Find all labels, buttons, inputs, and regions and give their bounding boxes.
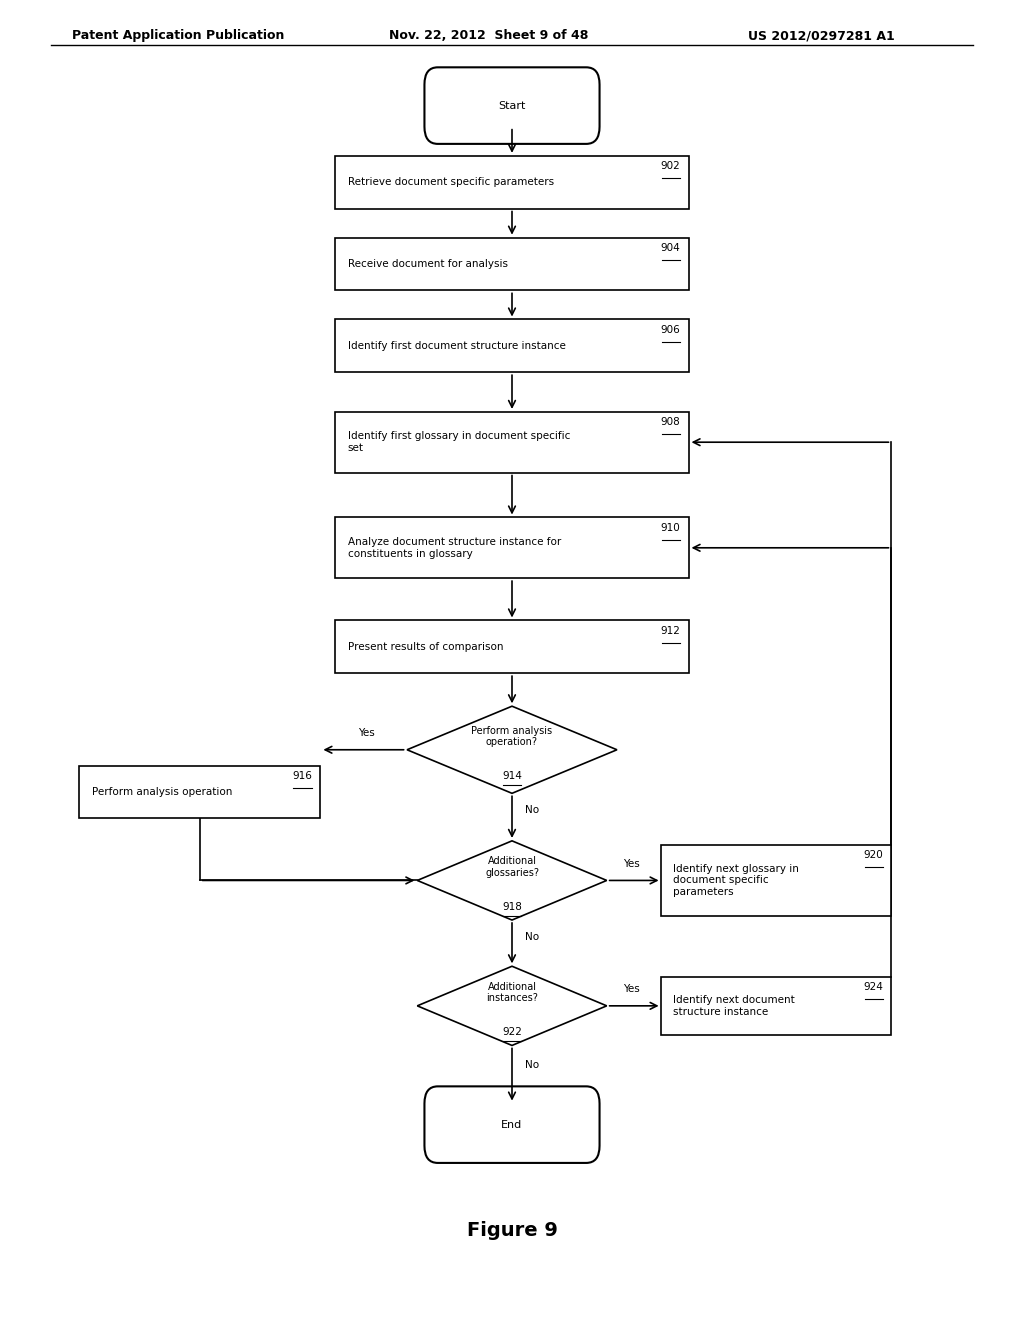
Text: 918: 918	[502, 902, 522, 912]
Text: Patent Application Publication: Patent Application Publication	[72, 29, 284, 42]
Text: 916: 916	[292, 771, 311, 781]
FancyBboxPatch shape	[336, 517, 688, 578]
Text: Yes: Yes	[624, 983, 640, 994]
Text: No: No	[525, 805, 540, 816]
Text: Additional
glossaries?: Additional glossaries?	[485, 857, 539, 878]
Text: Perform analysis
operation?: Perform analysis operation?	[471, 726, 553, 747]
Text: No: No	[525, 1060, 540, 1071]
Text: 922: 922	[502, 1027, 522, 1038]
Text: Present results of comparison: Present results of comparison	[348, 642, 503, 652]
Text: Nov. 22, 2012  Sheet 9 of 48: Nov. 22, 2012 Sheet 9 of 48	[389, 29, 589, 42]
Text: Start: Start	[499, 100, 525, 111]
Text: 924: 924	[863, 982, 883, 993]
Text: 902: 902	[660, 161, 680, 172]
FancyBboxPatch shape	[662, 845, 891, 916]
Text: End: End	[502, 1119, 522, 1130]
Text: Identify first document structure instance: Identify first document structure instan…	[348, 341, 565, 351]
Polygon shape	[418, 966, 606, 1045]
Text: No: No	[525, 932, 540, 942]
Text: Perform analysis operation: Perform analysis operation	[92, 787, 232, 797]
Text: 904: 904	[660, 243, 680, 253]
FancyBboxPatch shape	[336, 238, 688, 290]
Text: 914: 914	[502, 771, 522, 781]
Text: Figure 9: Figure 9	[467, 1221, 557, 1239]
Text: 912: 912	[660, 626, 680, 636]
FancyBboxPatch shape	[336, 412, 688, 473]
Text: US 2012/0297281 A1: US 2012/0297281 A1	[748, 29, 894, 42]
Polygon shape	[408, 706, 616, 793]
FancyBboxPatch shape	[336, 620, 688, 673]
FancyBboxPatch shape	[80, 766, 319, 818]
Polygon shape	[418, 841, 606, 920]
Text: Identify next glossary in
document specific
parameters: Identify next glossary in document speci…	[674, 863, 799, 898]
Text: Retrieve document specific parameters: Retrieve document specific parameters	[348, 177, 554, 187]
Text: Identify next document
structure instance: Identify next document structure instanc…	[674, 995, 795, 1016]
Text: Additional
instances?: Additional instances?	[486, 982, 538, 1003]
Text: Identify first glossary in document specific
set: Identify first glossary in document spec…	[348, 432, 570, 453]
Text: 906: 906	[660, 325, 680, 335]
FancyBboxPatch shape	[424, 1086, 599, 1163]
Text: Receive document for analysis: Receive document for analysis	[348, 259, 508, 269]
FancyBboxPatch shape	[336, 156, 688, 209]
Text: Yes: Yes	[358, 727, 375, 738]
FancyBboxPatch shape	[662, 977, 891, 1035]
Text: 908: 908	[660, 417, 680, 428]
Text: 920: 920	[863, 850, 883, 861]
FancyBboxPatch shape	[336, 319, 688, 372]
Text: Analyze document structure instance for
constituents in glossary: Analyze document structure instance for …	[348, 537, 561, 558]
Text: Yes: Yes	[624, 858, 640, 869]
Text: 910: 910	[660, 523, 680, 533]
FancyBboxPatch shape	[424, 67, 599, 144]
